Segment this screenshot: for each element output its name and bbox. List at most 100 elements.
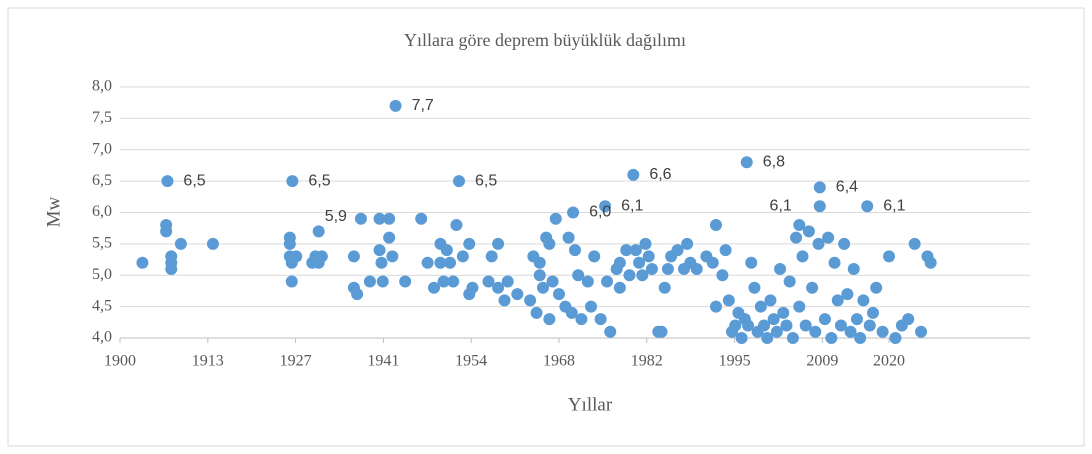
point — [709, 300, 722, 313]
point — [783, 275, 796, 288]
point — [546, 275, 559, 288]
x-tick-label: 1954 — [455, 353, 487, 370]
point — [383, 212, 396, 225]
point — [601, 275, 614, 288]
data-label: 6,5 — [475, 172, 497, 189]
chart-title: Yıllara göre deprem büyüklük dağılımı — [404, 30, 686, 50]
x-tick-label: 1995 — [719, 353, 751, 370]
point — [774, 262, 787, 275]
point — [389, 99, 402, 112]
x-tick-label: 2020 — [873, 353, 905, 370]
y-tick-label: 4,5 — [92, 297, 112, 314]
point — [706, 256, 719, 269]
point — [549, 212, 562, 225]
point — [780, 319, 793, 332]
point — [283, 237, 296, 250]
point — [594, 313, 607, 326]
point — [818, 313, 831, 326]
point — [681, 237, 694, 250]
x-tick-label: 1941 — [367, 353, 399, 370]
point — [613, 281, 626, 294]
point — [813, 181, 826, 194]
point — [363, 275, 376, 288]
point — [312, 225, 325, 238]
point — [908, 237, 921, 250]
point — [850, 313, 863, 326]
point — [883, 250, 896, 263]
data-label: 6,1 — [621, 197, 643, 214]
point — [809, 325, 822, 338]
point — [567, 206, 580, 219]
x-tick-label: 1913 — [192, 353, 224, 370]
point — [354, 212, 367, 225]
point — [745, 256, 758, 269]
point — [633, 256, 646, 269]
point — [876, 325, 889, 338]
point — [661, 262, 674, 275]
point — [735, 332, 748, 344]
point — [658, 281, 671, 294]
point — [655, 325, 668, 338]
point — [722, 294, 735, 307]
point — [729, 319, 742, 332]
x-tick-label: 1900 — [104, 353, 136, 370]
point — [841, 288, 854, 301]
point — [315, 250, 328, 263]
point — [915, 325, 928, 338]
point — [799, 319, 812, 332]
point — [552, 288, 565, 301]
point — [599, 200, 612, 213]
point — [434, 256, 447, 269]
point — [740, 156, 753, 169]
point — [857, 294, 870, 307]
point — [642, 250, 655, 263]
point — [639, 237, 652, 250]
point — [165, 262, 178, 275]
point — [613, 256, 626, 269]
point — [854, 332, 867, 344]
point — [742, 319, 755, 332]
x-tick-label: 1982 — [631, 353, 663, 370]
point — [636, 269, 649, 282]
data-label: 6,4 — [836, 179, 858, 196]
point — [585, 300, 598, 313]
point — [386, 250, 399, 263]
point — [492, 281, 505, 294]
point — [844, 325, 857, 338]
point — [533, 256, 546, 269]
point — [866, 306, 879, 319]
point — [828, 256, 841, 269]
point — [629, 244, 642, 257]
point — [796, 250, 809, 263]
point — [530, 306, 543, 319]
point — [588, 250, 601, 263]
point — [581, 275, 594, 288]
point — [485, 250, 498, 263]
point — [375, 256, 388, 269]
data-label: 6,5 — [183, 172, 205, 189]
point — [690, 262, 703, 275]
point — [428, 281, 441, 294]
x-axis-title: Yıllar — [568, 394, 613, 415]
point — [482, 275, 495, 288]
point — [793, 300, 806, 313]
data-label: 6,1 — [770, 197, 792, 214]
point — [498, 294, 511, 307]
point — [421, 256, 434, 269]
point — [770, 325, 783, 338]
x-tick-label: 2009 — [806, 353, 838, 370]
point — [709, 219, 722, 232]
y-tick-label: 7,0 — [92, 140, 112, 157]
point — [160, 225, 173, 238]
data-label: 6,5 — [308, 172, 330, 189]
point — [924, 256, 937, 269]
point — [812, 237, 825, 250]
point — [456, 250, 469, 263]
point — [777, 306, 790, 319]
point — [793, 219, 806, 232]
data-label: 6,0 — [589, 204, 611, 221]
point — [565, 306, 578, 319]
point — [863, 319, 876, 332]
data-label: 6,6 — [649, 166, 671, 183]
y-tick-label: 4,0 — [92, 329, 112, 346]
